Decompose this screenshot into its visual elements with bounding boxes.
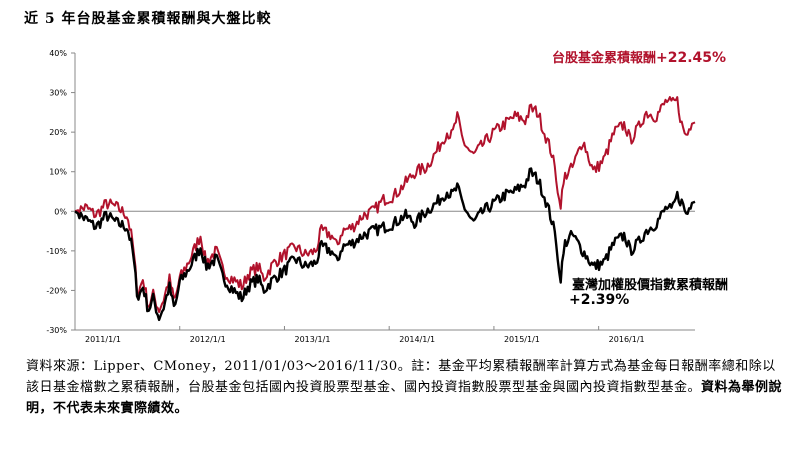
index-return-label: 臺灣加權股價指數累積報酬 bbox=[572, 278, 729, 293]
fund-return-annotation: 台股基金累積報酬+22.45% bbox=[552, 47, 726, 66]
x-tick-label: 2011/1/1 bbox=[85, 335, 121, 344]
x-tick-label: 2015/1/1 bbox=[504, 335, 540, 344]
fund-return-label: 台股基金累積報酬 bbox=[552, 51, 657, 66]
x-tick-label: 2014/1/1 bbox=[399, 335, 435, 344]
y-tick-label: 10% bbox=[49, 168, 67, 177]
source-note: 資料來源：Lipper、CMoney，2011/01/03～2016/11/30… bbox=[26, 356, 786, 419]
series-line bbox=[74, 167, 696, 322]
chart-axes: 40% 30% 20% 10% 0% -10% -20% -30% 2011/1/1 2012/1… bbox=[46, 49, 695, 344]
y-tick-label: 40% bbox=[49, 49, 67, 58]
y-tick-label: 20% bbox=[49, 128, 67, 137]
y-tick-label: -20% bbox=[46, 286, 67, 295]
fund-return-value: +22.45% bbox=[656, 50, 727, 66]
y-tick-label: -10% bbox=[46, 247, 67, 256]
x-tick-label: 2013/1/1 bbox=[294, 335, 330, 344]
page-title: 近 5 年台股基金累積報酬與大盤比較 bbox=[24, 11, 272, 27]
disclaimer-text: 資料為舉例說明，不代表未來實際績效。 bbox=[26, 380, 783, 416]
x-tick-label: 2016/1/1 bbox=[609, 335, 645, 344]
source-note-text: 資料來源：Lipper、CMoney，2011/01/03～2016/11/30… bbox=[26, 359, 776, 395]
y-tick-label: 30% bbox=[49, 89, 67, 98]
y-tick-label: -30% bbox=[46, 326, 67, 335]
chart-series bbox=[74, 96, 696, 322]
x-tick-label: 2012/1/1 bbox=[190, 335, 226, 344]
index-return-value: +2.39% bbox=[569, 292, 630, 308]
y-tick-label: 0% bbox=[54, 207, 67, 216]
